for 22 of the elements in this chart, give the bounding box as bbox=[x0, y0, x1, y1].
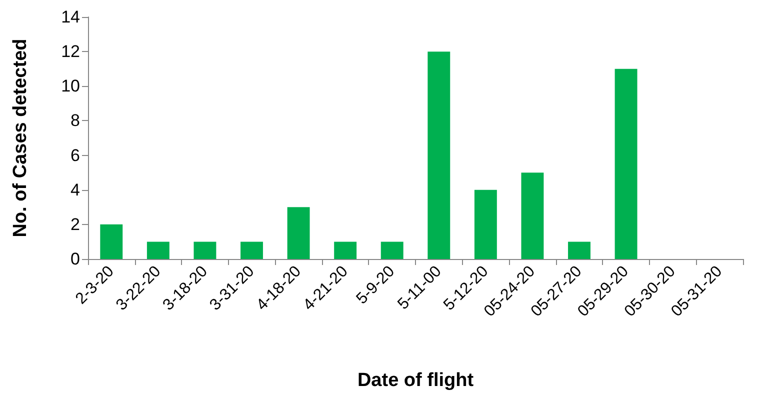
bar bbox=[521, 172, 544, 259]
bar bbox=[100, 224, 123, 259]
y-tick-label: 14 bbox=[61, 8, 80, 26]
y-tick-label: 6 bbox=[70, 146, 80, 165]
bar bbox=[194, 242, 216, 259]
bar bbox=[614, 68, 638, 259]
bar bbox=[568, 242, 590, 259]
bar bbox=[334, 242, 357, 259]
bar bbox=[240, 242, 263, 259]
bar bbox=[474, 190, 497, 259]
y-tick-label: 10 bbox=[61, 76, 80, 96]
x-axis-title: Date of flight bbox=[357, 370, 474, 391]
y-tick-label: 2 bbox=[70, 214, 80, 234]
y-tick-label: 4 bbox=[70, 180, 80, 200]
y-tick-label: 0 bbox=[70, 250, 80, 268]
bar bbox=[287, 207, 310, 259]
bar bbox=[380, 242, 404, 259]
y-axis-title: No. of Cases detected bbox=[10, 38, 31, 238]
y-tick-label: 8 bbox=[70, 111, 80, 130]
bar bbox=[146, 242, 170, 259]
bar bbox=[428, 52, 450, 259]
y-tick-label: 12 bbox=[61, 42, 80, 62]
